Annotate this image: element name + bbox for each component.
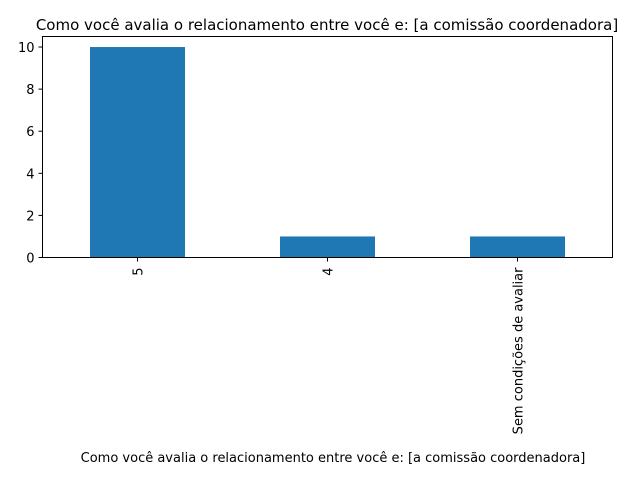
y-tick-label: 6 bbox=[26, 125, 34, 140]
x-axis-label: Como você avalia o relacionamento entre … bbox=[81, 451, 586, 466]
y-tick-label: 8 bbox=[26, 83, 34, 98]
bar bbox=[90, 47, 185, 258]
x-tick-label: 4 bbox=[322, 268, 337, 276]
y-tick-label: 2 bbox=[26, 209, 34, 224]
y-tick-label: 10 bbox=[18, 41, 35, 56]
chart-title: Como você avalia o relacionamento entre … bbox=[36, 16, 618, 34]
plot-area: 0 2 4 6 8 10 5 4 Sem condições de avaliar bbox=[18, 36, 613, 434]
x-tick-label: Sem condições de avaliar bbox=[512, 267, 527, 434]
x-tick-label: 5 bbox=[132, 268, 147, 276]
x-axis-ticks: 5 4 Sem condições de avaliar bbox=[132, 257, 527, 434]
y-tick-label: 4 bbox=[26, 167, 34, 182]
bar bbox=[470, 236, 565, 258]
bar bbox=[280, 236, 375, 258]
y-axis-ticks: 0 2 4 6 8 10 bbox=[18, 41, 43, 267]
y-tick-label: 0 bbox=[26, 252, 34, 267]
plot-frame bbox=[42, 36, 613, 258]
bars-group bbox=[90, 47, 565, 258]
